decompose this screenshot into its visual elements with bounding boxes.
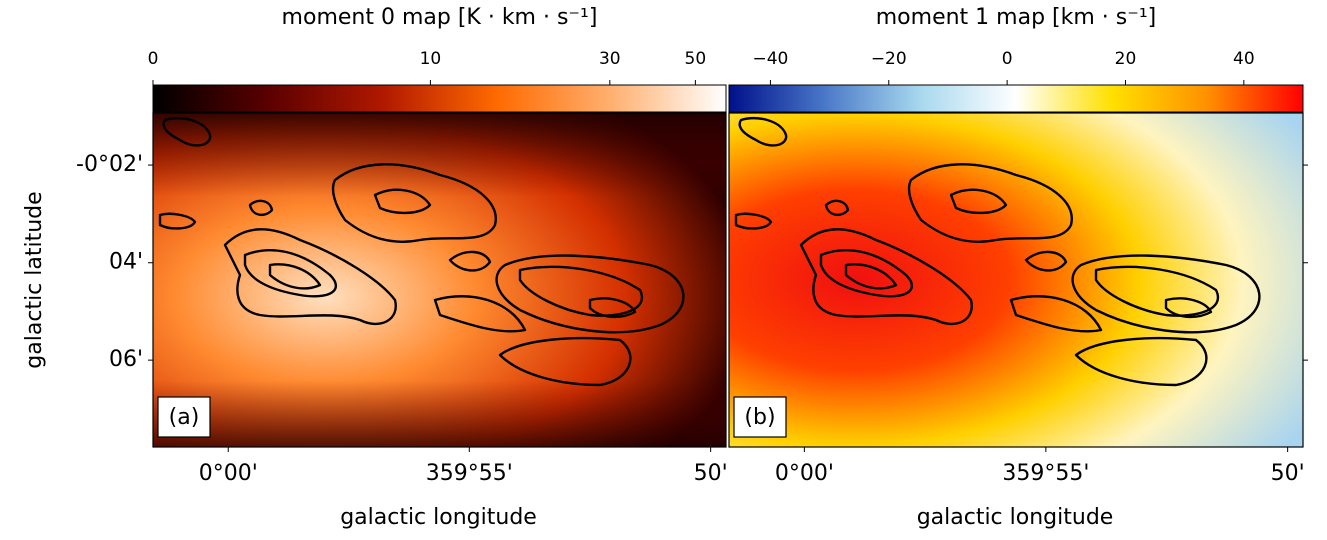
x-axis-label: galactic longitude [917, 505, 1114, 530]
y-tick-label: 06' [109, 347, 143, 372]
y-tick-label: 04' [109, 250, 143, 275]
x-tick-label: 359°55' [1002, 461, 1089, 486]
x-tick-label: 50' [694, 461, 728, 486]
colorbar-tick-label: 0 [148, 49, 159, 69]
colorbar-tick-label: −40 [752, 49, 788, 69]
panel-label-box [733, 396, 787, 438]
y-tick-label: -0°02' [76, 152, 143, 177]
map-panel-b [728, 112, 1304, 448]
colorbar-tick-label: 20 [1115, 49, 1137, 69]
colorbar-tick-label: 10 [420, 49, 442, 69]
panel-label: (b) [744, 405, 775, 430]
x-tick-label: 0°00' [199, 461, 258, 486]
colorbar-tick-label: 30 [599, 49, 621, 69]
x-tick-label: 359°55' [426, 461, 513, 486]
map-panel-a [152, 112, 727, 448]
x-axis-label: galactic longitude [340, 505, 537, 530]
colorbar [152, 84, 727, 113]
colorbar-label: moment 0 map [K · km · s⁻¹] [282, 5, 598, 30]
x-tick-label: 50' [1271, 461, 1305, 486]
colorbar [728, 84, 1304, 113]
colorbar-label: moment 1 map [km · s⁻¹] [876, 5, 1157, 30]
colorbar-tick-label: 0 [1002, 49, 1013, 69]
y-axis-label: galactic latitude [22, 191, 47, 368]
colorbar-tick-label: 50 [685, 49, 707, 69]
x-tick-label: 0°00' [775, 461, 834, 486]
colorbar-tick-label: −20 [871, 49, 907, 69]
panel-label: (a) [169, 405, 200, 430]
colorbar-tick-label: 40 [1233, 49, 1255, 69]
panel-label-box [157, 396, 211, 438]
